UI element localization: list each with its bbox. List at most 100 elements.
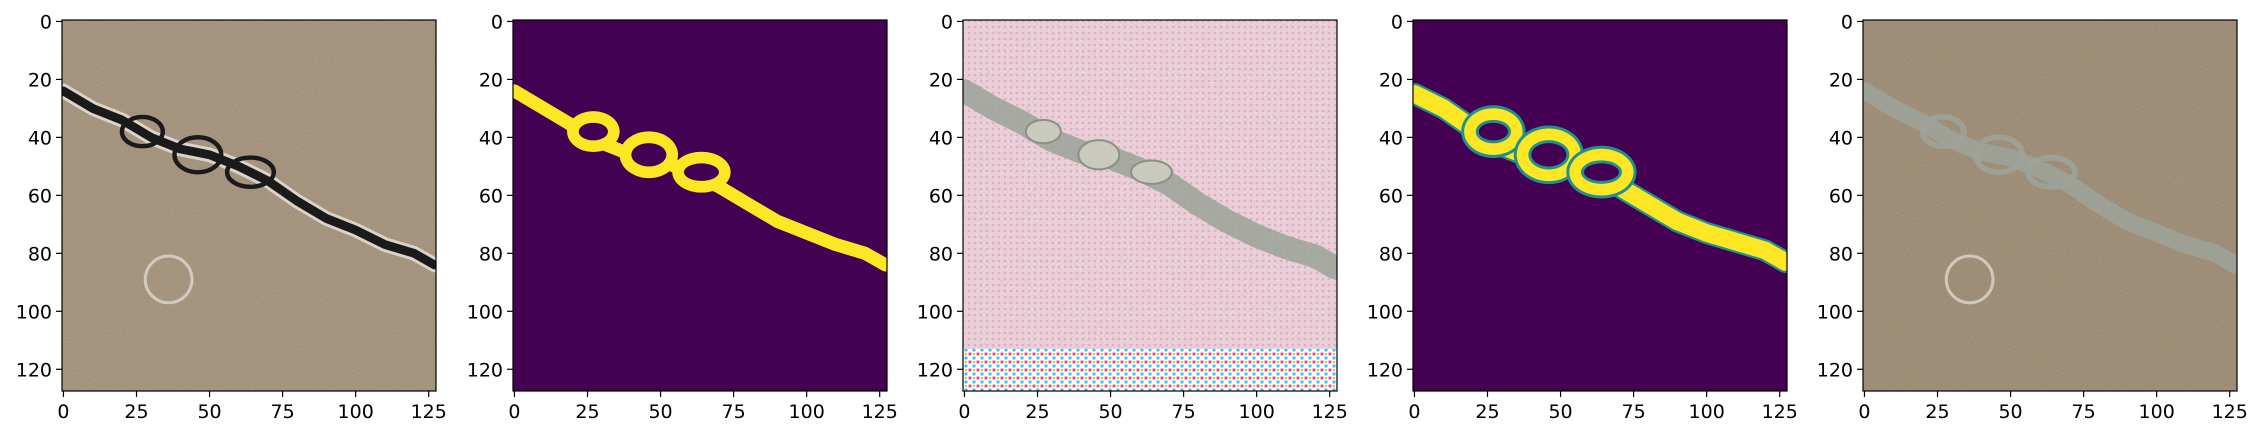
x-tick-label: 50 xyxy=(648,401,672,423)
axes-frame xyxy=(1412,19,1788,392)
generated-bottom-artifacts xyxy=(963,348,1337,391)
x-tick-label: 25 xyxy=(575,401,599,423)
x-tick-label: 25 xyxy=(1925,401,1949,423)
x-tick-label: 100 xyxy=(789,401,825,423)
y-tick-label: 0 xyxy=(941,11,953,33)
axes-frame xyxy=(512,19,888,392)
y-tick-label: 40 xyxy=(28,127,52,149)
generated-loop xyxy=(1024,118,1062,145)
axes-frame xyxy=(61,19,437,392)
x-tick-label: 50 xyxy=(197,401,221,423)
generated-loop xyxy=(1077,139,1121,171)
y-tick-label: 40 xyxy=(929,127,953,149)
y-tick-label: 0 xyxy=(491,11,503,33)
panel-generated-image: 0 25 50 75 100 125 0 20 40 60 80 100 120 xyxy=(917,11,1348,423)
predicted-mask xyxy=(1413,20,1787,391)
y-tick-label: 100 xyxy=(1367,301,1403,323)
surface-mark xyxy=(1944,254,1995,305)
photo-background xyxy=(1863,20,2237,391)
mask-hole xyxy=(578,122,608,141)
x-tick-label: 125 xyxy=(411,401,447,423)
crack-loop xyxy=(172,135,224,175)
y-tick-label: 120 xyxy=(467,359,503,381)
x-tick-label: 25 xyxy=(124,401,148,423)
x-tick-label: 25 xyxy=(1475,401,1499,423)
x-tick-label: 0 xyxy=(958,401,970,423)
y-tick-label: 0 xyxy=(1841,11,1853,33)
y-tick-label: 80 xyxy=(479,243,503,265)
y-tick-label: 120 xyxy=(1367,359,1403,381)
y-tick-label: 120 xyxy=(917,359,953,381)
x-tick-label: 0 xyxy=(57,401,69,423)
y-tick-label: 100 xyxy=(1817,301,1853,323)
x-tick-label: 0 xyxy=(1858,401,1870,423)
y-tick-label: 60 xyxy=(929,185,953,207)
y-tick-label: 100 xyxy=(917,301,953,323)
y-tick-label: 60 xyxy=(479,185,503,207)
x-tick-label: 100 xyxy=(1239,401,1275,423)
x-tick-label: 75 xyxy=(1172,401,1196,423)
y-tick-label: 120 xyxy=(16,359,52,381)
y-tick-label: 80 xyxy=(1379,243,1403,265)
x-tick-label: 0 xyxy=(508,401,520,423)
x-tick-label: 100 xyxy=(2139,401,2175,423)
x-tick-label: 0 xyxy=(1408,401,1420,423)
ground-truth-mask xyxy=(513,20,887,391)
y-tick-label: 20 xyxy=(1379,69,1403,91)
x-tick-label: 75 xyxy=(271,401,295,423)
y-tick-label: 80 xyxy=(28,243,52,265)
y-tick-label: 80 xyxy=(1829,243,1853,265)
x-tick-label: 125 xyxy=(2212,401,2248,423)
x-tick-label: 50 xyxy=(1548,401,1572,423)
axes-frame xyxy=(1862,19,2238,392)
y-tick-label: 40 xyxy=(1829,127,1853,149)
x-tick-label: 50 xyxy=(1998,401,2022,423)
y-tick-label: 0 xyxy=(1391,11,1403,33)
generated-loop xyxy=(1130,159,1173,185)
mask-hole xyxy=(631,143,667,167)
x-tick-label: 75 xyxy=(1622,401,1646,423)
surface-mark xyxy=(143,254,194,305)
photo-background xyxy=(62,20,436,391)
crack-loop xyxy=(224,155,277,189)
y-tick-label: 60 xyxy=(28,185,52,207)
mask-hole xyxy=(1478,122,1508,141)
x-tick-label: 100 xyxy=(338,401,374,423)
y-tick-label: 40 xyxy=(479,127,503,149)
y-tick-label: 40 xyxy=(1379,127,1403,149)
x-tick-label: 125 xyxy=(1762,401,1798,423)
y-tick-label: 20 xyxy=(28,69,52,91)
panel-overlay-image: 0 25 50 75 100 125 0 20 40 60 80 100 120 xyxy=(1817,11,2248,423)
x-tick-label: 125 xyxy=(862,401,898,423)
panel-ground-truth-mask: 0 25 50 75 100 125 0 20 40 60 80 100 120 xyxy=(467,11,898,423)
mask-hole xyxy=(683,163,719,181)
panel-predicted-mask: 0 25 50 75 100 125 0 20 40 60 80 100 120 xyxy=(1367,11,1798,423)
y-tick-label: 60 xyxy=(1829,185,1853,207)
crack-loop xyxy=(1919,114,1967,150)
y-tick-label: 80 xyxy=(929,243,953,265)
x-tick-label: 125 xyxy=(1312,401,1348,423)
crack-loop xyxy=(1972,134,2026,176)
x-tick-label: 100 xyxy=(1689,401,1725,423)
generated-artifacts xyxy=(963,20,1337,391)
x-tick-label: 75 xyxy=(722,401,746,423)
y-tick-label: 20 xyxy=(929,69,953,91)
x-tick-label: 75 xyxy=(2072,401,2096,423)
y-tick-label: 100 xyxy=(16,301,52,323)
mask-hole xyxy=(1583,163,1619,181)
y-tick-label: 120 xyxy=(1817,359,1853,381)
overlay-image xyxy=(1863,20,2237,391)
generated-image xyxy=(963,20,1337,391)
crack-loop xyxy=(119,114,165,149)
mask-background xyxy=(513,20,887,391)
panel-crack-input-photo: 0 25 50 75 100 125 0 20 40 60 80 100 120 xyxy=(16,11,447,423)
y-tick-label: 0 xyxy=(40,11,52,33)
axes-frame xyxy=(962,19,1338,392)
y-tick-label: 100 xyxy=(467,301,503,323)
x-tick-label: 25 xyxy=(1025,401,1049,423)
mask-hole xyxy=(1531,143,1567,167)
x-tick-label: 50 xyxy=(1098,401,1122,423)
y-tick-label: 60 xyxy=(1379,185,1403,207)
crack-input-photo xyxy=(62,20,436,391)
